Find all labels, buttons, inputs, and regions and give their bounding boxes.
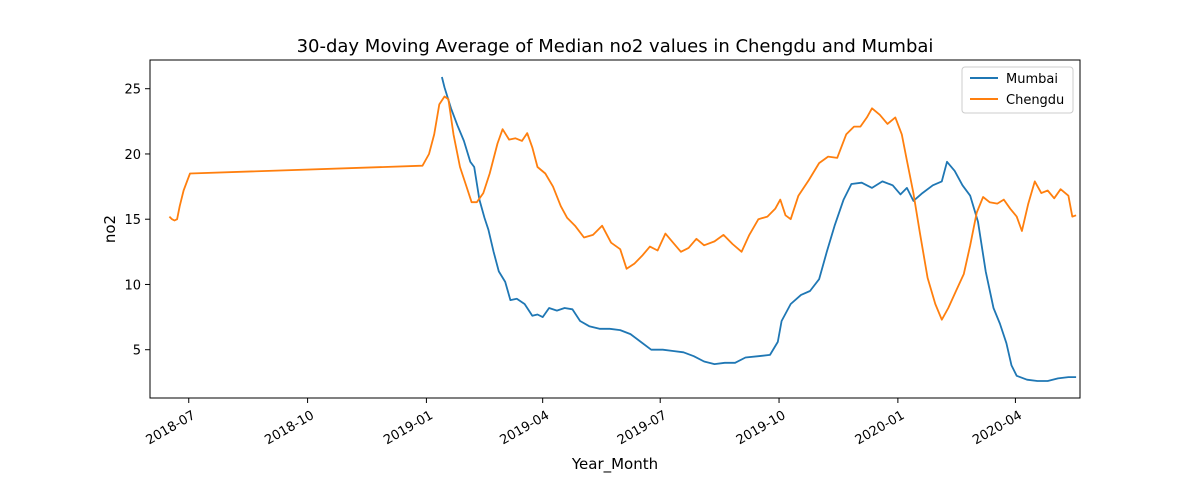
chart-title: 30-day Moving Average of Median no2 valu… — [297, 36, 934, 57]
x-tick-label: 2020-04 — [970, 408, 1025, 448]
x-tick-label: 2018-07 — [144, 408, 199, 448]
x-tick-label: 2019-04 — [498, 408, 553, 448]
x-tick-label: 2019-10 — [734, 408, 789, 448]
series-line-chengdu — [168, 95, 1077, 321]
x-tick-label: 2018-10 — [262, 408, 317, 448]
plot-frame — [149, 59, 1081, 399]
series-line-mumbai — [441, 76, 1077, 382]
legend-label-mumbai: Mumbai — [1006, 72, 1058, 87]
plot-area — [168, 76, 1077, 382]
x-axis: 2018-07 2018-10 2019-01 2019-04 2019-07 2019-… — [144, 398, 1025, 448]
legend: Mumbai Chengdu — [961, 66, 1074, 114]
y-tick-label: 5 — [133, 344, 141, 359]
legend-label-chengdu: Chengdu — [1006, 93, 1064, 108]
y-tick-label: 10 — [124, 278, 141, 293]
y-axis: 5 10 15 20 25 — [124, 83, 150, 359]
x-tick-label: 2019-07 — [615, 408, 670, 448]
y-axis-label: no2 — [101, 215, 119, 243]
y-tick-label: 20 — [124, 148, 141, 163]
y-tick-label: 25 — [124, 83, 141, 98]
x-axis-label: Year_Month — [571, 455, 658, 474]
x-tick-label: 2020-01 — [853, 408, 908, 448]
y-tick-label: 15 — [124, 213, 141, 228]
x-tick-label: 2019-01 — [381, 408, 436, 448]
